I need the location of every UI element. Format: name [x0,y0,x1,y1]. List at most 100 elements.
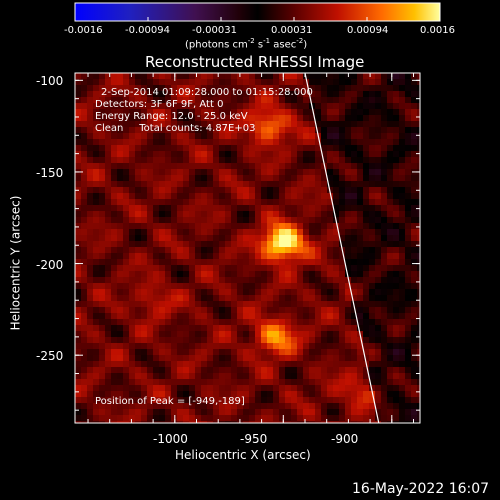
heatmap-cell [393,349,400,356]
heatmap-cell [183,205,190,212]
heatmap-cell [345,229,352,236]
heatmap-cell [411,175,418,182]
heatmap-cell [297,271,304,278]
heatmap-cell [405,325,412,332]
heatmap-cell [393,241,400,248]
heatmap-cell [363,271,370,278]
heatmap-cell [405,301,412,308]
heatmap-cell [261,121,268,128]
heatmap-cell [177,319,184,326]
heatmap-cell [387,415,394,422]
heatmap-cell [411,325,418,332]
heatmap-cell [243,199,250,206]
heatmap-cell [201,205,208,212]
heatmap-cell [267,79,274,86]
heatmap-cell [381,109,388,116]
heatmap-cell [267,253,274,260]
heatmap-cell [261,301,268,308]
heatmap-cell [105,265,112,272]
heatmap-cell [225,157,232,164]
heatmap-cell [273,379,280,386]
heatmap-cell [291,289,298,296]
heatmap-cell [237,187,244,194]
heatmap-cell [273,223,280,230]
heatmap-cell [129,91,136,98]
heatmap-cell [291,79,298,86]
heatmap-cell [219,307,226,314]
heatmap-cell [147,301,154,308]
heatmap-cell [177,295,184,302]
heatmap-cell [225,337,232,344]
heatmap-cell [219,211,226,218]
heatmap-cell [75,397,82,404]
heatmap-cell [207,205,214,212]
heatmap-cell [111,313,118,320]
heatmap-cell [201,109,208,116]
heatmap-cell [243,355,250,362]
heatmap-cell [417,193,420,200]
heatmap-cell [255,163,262,170]
heatmap-cell [225,289,232,296]
heatmap-cell [267,187,274,194]
heatmap-cell [135,199,142,206]
heatmap-cell [171,139,178,146]
heatmap-cell [183,169,190,176]
heatmap-cell [147,109,154,116]
heatmap-cell [369,349,376,356]
heatmap-cell [327,391,334,398]
heatmap-cell [147,73,154,80]
heatmap-cell [99,145,106,152]
heatmap-cell [231,205,238,212]
heatmap-cell [231,367,238,374]
heatmap-cell [339,415,346,422]
heatmap-cell [99,247,106,254]
heatmap-cell [243,319,250,326]
heatmap-cell [219,403,226,410]
heatmap-cell [165,337,172,344]
heatmap-cell [255,313,262,320]
heatmap-cell [393,157,400,164]
heatmap-cell [315,337,322,344]
heatmap-cell [177,241,184,248]
heatmap-cell [363,211,370,218]
heatmap-cell [189,223,196,230]
heatmap-cell [243,397,250,404]
heatmap-cell [165,367,172,374]
heatmap-cell [75,343,82,350]
heatmap-cell [351,97,358,104]
heatmap-cell [87,85,94,92]
heatmap-cell [339,127,346,134]
heatmap-cell [249,241,256,248]
heatmap-cell [327,337,334,344]
heatmap-cell [351,415,358,422]
heatmap-cell [303,409,310,416]
heatmap-cell [273,151,280,158]
heatmap-cell [93,97,100,104]
heatmap-cell [261,421,268,423]
heatmap-cell [339,235,346,242]
heatmap-cell [345,85,352,92]
heatmap-cell [321,235,328,242]
heatmap-cell [237,175,244,182]
heatmap-cell [243,79,250,86]
heatmap-cell [309,121,316,128]
heatmap-cell [345,367,352,374]
heatmap-cell [93,295,100,302]
heatmap-cell [99,169,106,176]
heatmap-cell [147,355,154,362]
heatmap-cell [381,319,388,326]
heatmap-cell [399,115,406,122]
heatmap-cell [219,367,226,374]
heatmap-cell [315,85,322,92]
heatmap-cell [153,193,160,200]
heatmap-cell [405,103,412,110]
heatmap-cell [321,271,328,278]
heatmap-cell [195,313,202,320]
heatmap-cell [351,193,358,200]
heatmap-cell [237,91,244,98]
heatmap-cell [159,103,166,110]
heatmap-cell [399,343,406,350]
heatmap-cell [351,295,358,302]
heatmap-cell [321,277,328,284]
heatmap-cell [315,115,322,122]
